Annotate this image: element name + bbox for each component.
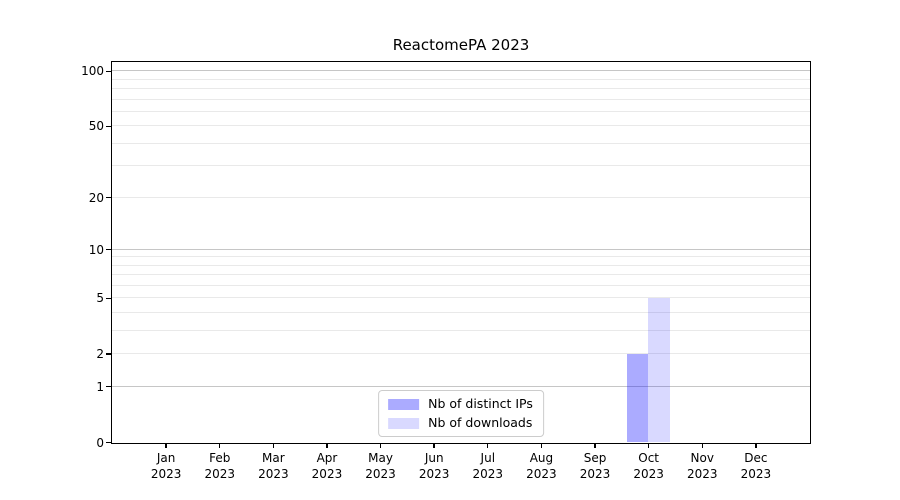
x-tick-mark (379, 443, 382, 448)
y-tick-label: 2 (96, 347, 104, 362)
x-tick-mark (165, 443, 167, 448)
y-gridline-minor (112, 110, 810, 112)
legend-item: Nb of downloads (388, 416, 533, 430)
y-tick-label: 50 (88, 119, 104, 134)
x-tick-mark (272, 443, 275, 448)
y-tick-mark (106, 441, 111, 444)
y-tick-label: 100 (81, 64, 104, 79)
y-tick-mark (106, 353, 111, 355)
y-gridline-minor (112, 285, 810, 287)
legend-swatch (388, 398, 420, 410)
bars-layer (112, 62, 810, 443)
x-tick-label: Feb 2023 (204, 451, 235, 481)
y-gridline-minor (112, 274, 810, 276)
y-gridline-minor (112, 98, 810, 100)
x-tick-label: Jun 2023 (418, 451, 450, 481)
x-tick-label: Jul 2023 (472, 451, 504, 481)
x-tick-label: Mar 2023 (258, 451, 289, 481)
y-gridline-minor (112, 297, 810, 299)
x-tick-mark (540, 443, 543, 448)
x-tick-mark (647, 443, 650, 448)
x-tick-mark (701, 443, 703, 448)
x-tick-mark (433, 443, 435, 448)
x-tick-label: Sep 2023 (579, 451, 611, 481)
x-tick-mark (487, 443, 489, 448)
y-tick-mark (106, 125, 111, 128)
legend-label: Nb of distinct IPs (428, 396, 533, 411)
y-gridline-major (112, 385, 810, 387)
y-gridline-minor (112, 88, 810, 90)
bar (626, 353, 649, 442)
x-tick-mark (755, 443, 757, 448)
y-gridline-minor (112, 353, 810, 355)
legend: Nb of distinct IPs Nb of downloads (378, 390, 544, 437)
x-tick-mark (594, 443, 596, 448)
y-gridline-minor (112, 330, 810, 332)
legend-swatch (388, 417, 420, 429)
x-tick-label: Apr 2023 (311, 451, 343, 481)
y-gridline-minor (112, 196, 810, 198)
y-tick-mark (106, 249, 111, 251)
x-tick-mark (326, 443, 328, 448)
y-tick-mark (106, 70, 111, 73)
gridlines-layer (112, 62, 810, 443)
y-gridline-major (112, 248, 810, 250)
y-gridline-minor (112, 142, 810, 144)
chart-title: ReactomePA 2023 (392, 36, 530, 54)
y-gridline-minor (112, 125, 810, 127)
y-gridline-minor (112, 312, 810, 314)
x-tick-label: Nov 2023 (686, 451, 718, 481)
x-tick-label: Dec 2023 (740, 451, 772, 481)
y-tick-mark (106, 197, 111, 199)
y-gridline-major (112, 70, 810, 72)
x-tick-label: Aug 2023 (526, 451, 557, 481)
x-tick-mark (219, 443, 221, 448)
y-gridline-minor (112, 165, 810, 167)
legend-label: Nb of downloads (428, 415, 533, 430)
legend-item: Nb of distinct IPs (388, 397, 533, 411)
y-tick-label: 20 (88, 190, 104, 205)
x-tick-label: May 2023 (365, 451, 396, 481)
y-gridline-minor (112, 78, 810, 80)
y-gridline-minor (112, 264, 810, 266)
y-tick-mark (106, 386, 111, 388)
y-tick-label: 1 (96, 379, 104, 394)
y-gridline-minor (112, 256, 810, 258)
y-tick-label: 5 (96, 291, 104, 306)
y-tick-label: 10 (88, 242, 104, 257)
x-tick-label: Jan 2023 (150, 451, 182, 481)
y-tick-label: 0 (96, 435, 104, 450)
bar (648, 297, 670, 442)
x-tick-label: Oct 2023 (633, 451, 664, 481)
plot-area (111, 61, 811, 444)
y-tick-mark (106, 297, 111, 300)
